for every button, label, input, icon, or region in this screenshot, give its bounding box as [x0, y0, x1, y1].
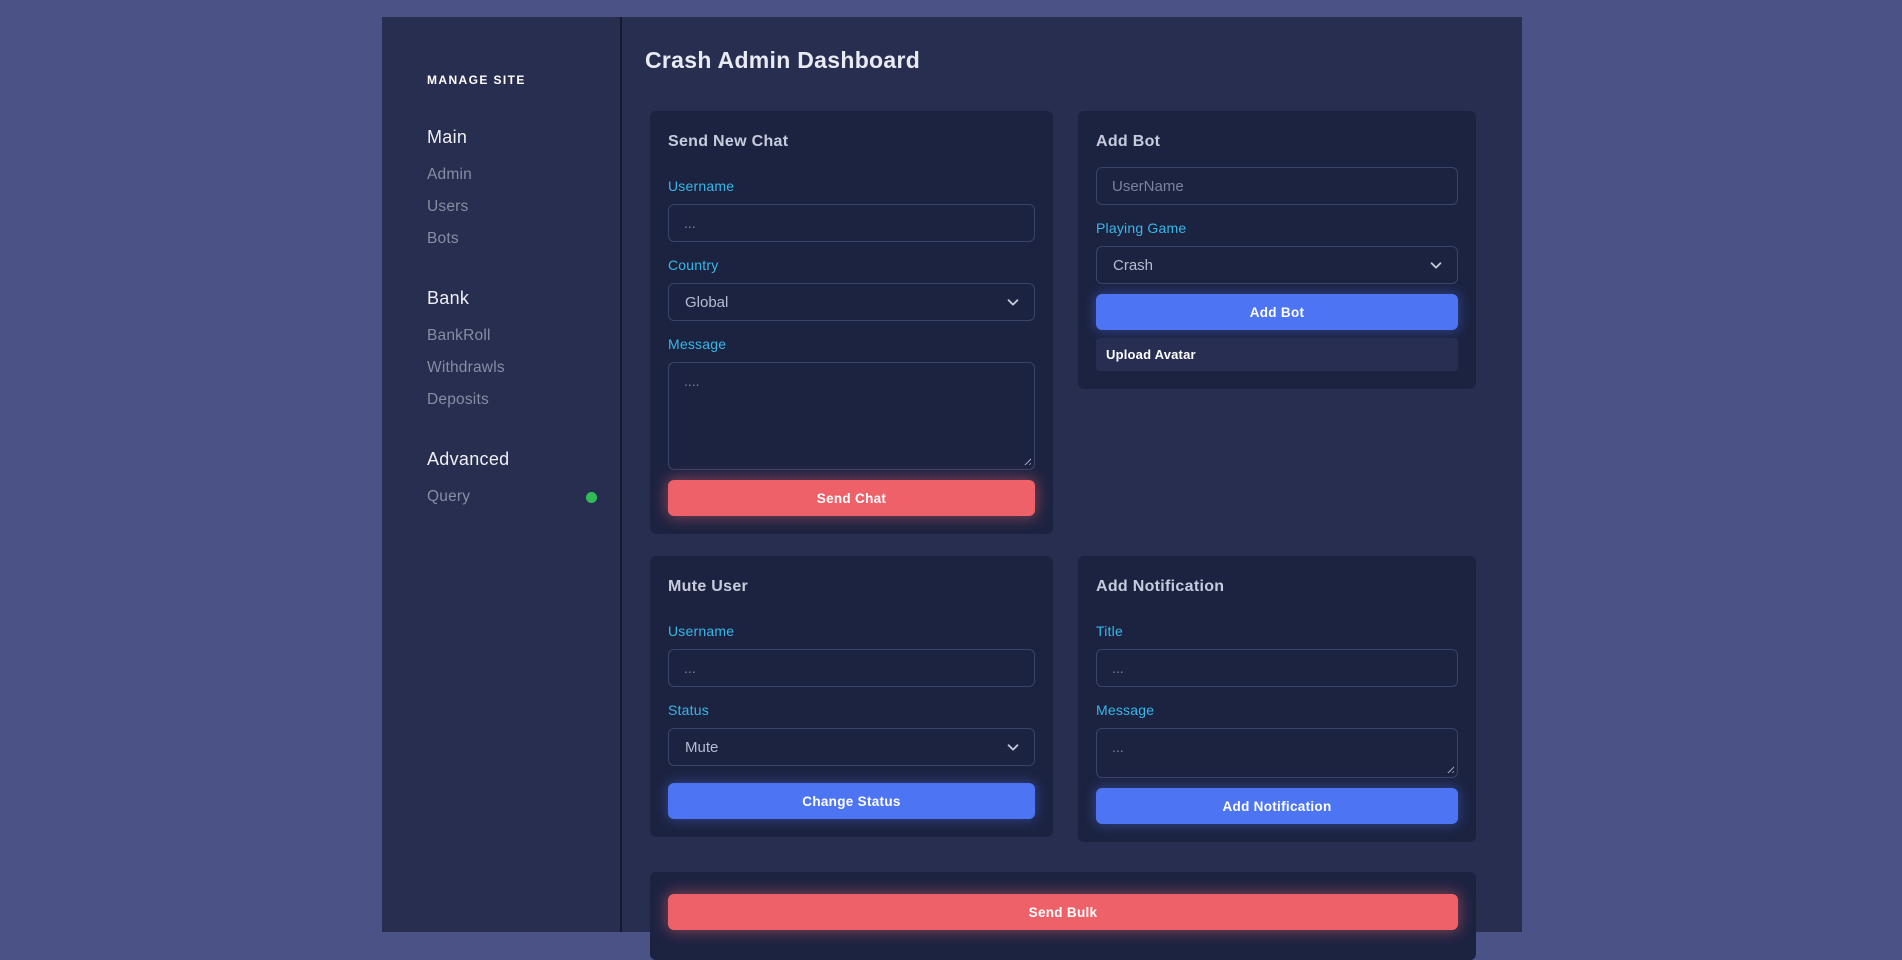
- country-select[interactable]: Global: [668, 283, 1035, 321]
- sidebar-item-admin[interactable]: Admin: [427, 159, 597, 191]
- notification-title-input[interactable]: [1096, 649, 1458, 687]
- mute-username-input[interactable]: [668, 649, 1035, 687]
- sidebar-item-users[interactable]: Users: [427, 191, 597, 223]
- upload-avatar-button[interactable]: Upload Avatar: [1096, 338, 1458, 371]
- title-label: Title: [1096, 623, 1123, 639]
- card-title: Add Notification: [1096, 578, 1225, 595]
- chat-username-input[interactable]: [668, 204, 1035, 242]
- sidebar-item-label: Users: [427, 198, 469, 215]
- add-bot-button[interactable]: Add Bot: [1096, 294, 1458, 330]
- sidebar-item-label: Bots: [427, 230, 459, 247]
- chevron-down-icon: [1006, 295, 1020, 309]
- card-title: Mute User: [668, 578, 749, 595]
- main-content: Crash Admin Dashboard Send New Chat User…: [622, 17, 1522, 960]
- add-notification-button[interactable]: Add Notification: [1096, 788, 1458, 824]
- nav-section-main: Main Admin Users Bots: [427, 127, 620, 255]
- status-select[interactable]: Mute: [668, 728, 1035, 766]
- message-label: Message: [1096, 702, 1155, 718]
- card-grid: Send New Chat Username Country Global Me…: [650, 111, 1476, 960]
- sidebar-item-label: Deposits: [427, 391, 489, 408]
- sidebar-brand: MANAGE SITE: [427, 73, 526, 87]
- playing-game-select-value: Crash: [1113, 256, 1154, 274]
- card-title: Add Bot: [1096, 133, 1161, 150]
- bot-username-input[interactable]: [1096, 167, 1458, 205]
- send-bulk-card: Send Bulk: [650, 872, 1476, 960]
- nav-section-advanced: Advanced Query: [427, 449, 620, 513]
- notification-message-textarea[interactable]: [1096, 728, 1458, 778]
- message-label: Message: [668, 336, 727, 352]
- message-textarea-wrap: [1096, 728, 1458, 778]
- sidebar-item-bots[interactable]: Bots: [427, 223, 597, 255]
- sidebar-item-deposits[interactable]: Deposits: [427, 384, 597, 416]
- sidebar-item-label: Query: [427, 488, 471, 505]
- username-label: Username: [668, 178, 735, 194]
- sidebar-item-label: Admin: [427, 166, 472, 183]
- green-status-dot-icon: [586, 491, 597, 503]
- nav-section-bank: Bank BankRoll Withdrawls Deposits: [427, 288, 620, 416]
- status-select-value: Mute: [685, 738, 719, 756]
- username-label: Username: [668, 623, 735, 639]
- send-new-chat-card: Send New Chat Username Country Global Me…: [650, 111, 1053, 534]
- sidebar-item-bankroll[interactable]: BankRoll: [427, 320, 597, 352]
- country-label: Country: [668, 257, 719, 273]
- sidebar-item-label: Withdrawls: [427, 359, 505, 376]
- send-bulk-button[interactable]: Send Bulk: [668, 894, 1458, 930]
- sidebar-item-query[interactable]: Query: [427, 481, 597, 513]
- playing-game-label: Playing Game: [1096, 220, 1187, 236]
- card-title: Send New Chat: [668, 133, 789, 150]
- add-bot-card: Add Bot Playing Game Crash Add Bot Uploa…: [1078, 111, 1476, 389]
- add-notification-card: Add Notification Title Message Add Notif…: [1078, 556, 1476, 842]
- sidebar-item-withdrawls[interactable]: Withdrawls: [427, 352, 597, 384]
- country-select-value: Global: [685, 293, 729, 311]
- change-status-button[interactable]: Change Status: [668, 783, 1035, 819]
- sidebar-item-label: BankRoll: [427, 327, 491, 344]
- send-chat-button[interactable]: Send Chat: [668, 480, 1035, 516]
- mute-user-card: Mute User Username Status Mute Change St…: [650, 556, 1053, 837]
- chat-message-textarea[interactable]: [668, 362, 1035, 470]
- playing-game-select[interactable]: Crash: [1096, 246, 1458, 284]
- app-panel: MANAGE SITE Main Admin Users Bots Bank B…: [382, 17, 1522, 960]
- sidebar: MANAGE SITE Main Admin Users Bots Bank B…: [382, 17, 622, 932]
- chevron-down-icon: [1429, 258, 1443, 272]
- message-textarea-wrap: [668, 362, 1035, 470]
- nav-header-advanced: Advanced: [427, 449, 510, 469]
- status-label: Status: [668, 702, 709, 718]
- nav-header-main: Main: [427, 127, 468, 147]
- page-title: Crash Admin Dashboard: [645, 47, 921, 73]
- nav-header-bank: Bank: [427, 288, 470, 308]
- chevron-down-icon: [1006, 740, 1020, 754]
